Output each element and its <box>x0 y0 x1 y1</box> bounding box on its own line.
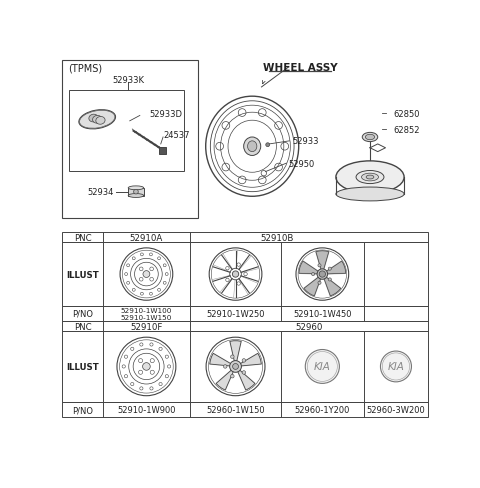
Text: 52950: 52950 <box>288 160 315 168</box>
Polygon shape <box>240 354 261 366</box>
Text: 52960-1Y200: 52960-1Y200 <box>295 405 350 414</box>
Polygon shape <box>238 370 255 390</box>
Circle shape <box>230 375 234 378</box>
Ellipse shape <box>96 117 105 125</box>
Text: 52910-1W250: 52910-1W250 <box>206 309 265 318</box>
Polygon shape <box>299 262 318 274</box>
Circle shape <box>224 365 227 368</box>
Ellipse shape <box>361 174 379 182</box>
Circle shape <box>328 278 331 282</box>
Circle shape <box>242 371 246 374</box>
Bar <box>62 306 428 322</box>
Text: P/NO: P/NO <box>72 405 93 414</box>
Circle shape <box>143 271 150 278</box>
Bar <box>62 402 428 417</box>
Polygon shape <box>210 354 231 366</box>
Bar <box>62 322 428 331</box>
Text: 52933K: 52933K <box>112 76 144 84</box>
Polygon shape <box>324 277 341 296</box>
Text: 52910-1W450: 52910-1W450 <box>293 309 351 318</box>
Text: ILLUST: ILLUST <box>66 362 99 371</box>
Polygon shape <box>326 262 346 274</box>
Bar <box>62 331 428 402</box>
Text: 52960-1W150: 52960-1W150 <box>206 405 265 414</box>
Bar <box>159 148 166 155</box>
Polygon shape <box>304 277 321 296</box>
Text: PNC: PNC <box>73 322 91 331</box>
Ellipse shape <box>336 162 404 194</box>
Circle shape <box>233 364 239 369</box>
Ellipse shape <box>89 115 98 122</box>
Text: 52910F: 52910F <box>130 322 163 331</box>
Ellipse shape <box>79 110 116 130</box>
Text: 24537: 24537 <box>163 131 190 140</box>
Circle shape <box>319 271 325 278</box>
Circle shape <box>266 143 270 147</box>
Bar <box>128 188 144 196</box>
Circle shape <box>232 271 239 278</box>
Bar <box>69 91 184 171</box>
Text: 52910-1W100
52910-1W150: 52910-1W100 52910-1W150 <box>121 307 172 321</box>
Circle shape <box>305 350 339 384</box>
Text: 62852: 62852 <box>393 125 420 135</box>
Bar <box>62 243 428 306</box>
Text: 52933: 52933 <box>292 137 319 146</box>
Ellipse shape <box>248 142 257 152</box>
Bar <box>62 233 428 243</box>
Ellipse shape <box>362 133 378 142</box>
Text: KIA: KIA <box>387 362 404 372</box>
Circle shape <box>229 361 241 372</box>
Text: KIA: KIA <box>314 362 331 372</box>
Text: 52960: 52960 <box>296 322 323 331</box>
Circle shape <box>318 264 321 267</box>
Text: ILLUST: ILLUST <box>66 270 99 279</box>
Text: P/NO: P/NO <box>72 309 93 318</box>
Circle shape <box>230 355 234 359</box>
Ellipse shape <box>128 186 144 190</box>
Bar <box>62 61 198 219</box>
Circle shape <box>242 359 246 363</box>
Ellipse shape <box>336 188 404 202</box>
Circle shape <box>328 267 331 271</box>
Text: WHEEL ASSY: WHEEL ASSY <box>263 63 337 73</box>
Circle shape <box>312 273 315 276</box>
Text: (TPMS): (TPMS) <box>68 63 102 74</box>
Text: 52910-1W900: 52910-1W900 <box>117 405 176 414</box>
Text: 52960-3W200: 52960-3W200 <box>367 405 425 414</box>
Circle shape <box>133 190 138 195</box>
Circle shape <box>381 351 411 382</box>
Circle shape <box>143 363 150 370</box>
Ellipse shape <box>93 116 102 124</box>
Polygon shape <box>216 370 233 390</box>
Text: 52910B: 52910B <box>260 233 294 243</box>
Polygon shape <box>230 341 241 362</box>
Circle shape <box>318 282 321 285</box>
Text: 52934: 52934 <box>87 188 113 197</box>
Text: PNC: PNC <box>73 233 91 243</box>
Ellipse shape <box>128 194 144 198</box>
Text: 52910A: 52910A <box>130 233 163 243</box>
Text: 62850: 62850 <box>393 109 420 119</box>
Ellipse shape <box>356 171 384 184</box>
Ellipse shape <box>366 176 374 180</box>
Text: 52933D: 52933D <box>149 109 182 119</box>
Polygon shape <box>316 251 329 270</box>
Circle shape <box>317 269 328 280</box>
Ellipse shape <box>365 135 375 141</box>
Ellipse shape <box>244 138 261 156</box>
